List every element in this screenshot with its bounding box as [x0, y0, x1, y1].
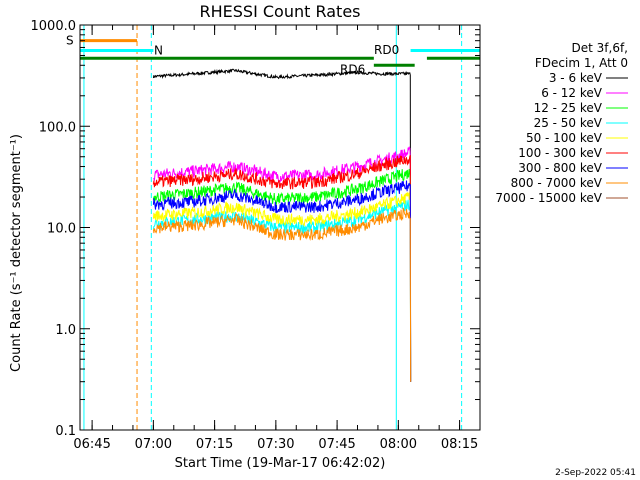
time-bar-label-s: S	[66, 34, 74, 48]
axes: 1000.0 100.0 10.0 1.0 0.106:45 07:00 07:15 07:3…	[31, 19, 481, 452]
y-axis-label: Count Rate (s⁻¹ detector segment⁻¹)	[9, 134, 24, 372]
legend-label-25-50-kev: 25 - 50 keV	[534, 116, 603, 130]
y-tick-label: 0.1	[55, 424, 76, 439]
x-tick-label: 07:45	[318, 437, 355, 452]
legend-label-7000-15000-kev: 7000 - 15000 keV	[495, 191, 602, 205]
series-lines	[152, 68, 412, 382]
legend-label-50-100-kev: 50 - 100 keV	[526, 131, 603, 145]
legend-header-2: FDecim 1, Att 0	[535, 56, 628, 70]
x-tick-label: 07:30	[257, 437, 294, 452]
x-tick-label: 08:00	[380, 437, 417, 452]
legend-label-800-7000-kev: 800 - 7000 keV	[511, 176, 603, 190]
x-tick-label: 07:15	[196, 437, 233, 452]
legend-label-300-800-kev: 300 - 800 keV	[518, 161, 602, 175]
x-axis-label: Start Time (19-Mar-17 06:42:02)	[175, 456, 386, 471]
time-interval-bars: S N RD0 RD6	[66, 34, 480, 76]
x-tick-label: 06:45	[73, 437, 110, 452]
chart-title: RHESSI Count Rates	[200, 2, 361, 21]
vertical-marker-lines	[83, 25, 463, 430]
series-800-7000-kev	[152, 207, 412, 382]
series-100-300-kev	[152, 155, 412, 382]
legend-label-12-25-kev: 12 - 25 keV	[534, 101, 603, 115]
time-bar-label-rd0: RD0	[374, 43, 399, 57]
x-tick-label: 08:15	[441, 437, 478, 452]
series-3-6-kev	[152, 68, 412, 382]
series-12-25-kev	[152, 168, 412, 382]
x-tick-label: 07:00	[135, 437, 172, 452]
y-tick-label: 100.0	[39, 120, 76, 135]
time-bar-label-rd6: RD6	[340, 62, 365, 76]
legend-label-6-12-kev: 6 - 12 keV	[541, 86, 603, 100]
y-tick-label: 10.0	[47, 222, 76, 237]
time-bar-label-n: N	[154, 43, 163, 57]
legend-label-3-6-kev: 3 - 6 keV	[549, 71, 603, 85]
series-300-800-kev	[152, 180, 412, 382]
footer-date: 2-Sep-2022 05:41	[555, 468, 636, 478]
plot-frame	[79, 24, 481, 431]
legend-label-100-300-kev: 100 - 300 keV	[518, 146, 602, 160]
series-50-100-kev	[152, 191, 412, 382]
y-tick-label: 1.0	[55, 323, 76, 338]
y-tick-label: 1000.0	[31, 19, 77, 34]
series-6-12-kev	[153, 146, 412, 382]
legend-header-1: Det 3f,6f,	[572, 41, 629, 55]
